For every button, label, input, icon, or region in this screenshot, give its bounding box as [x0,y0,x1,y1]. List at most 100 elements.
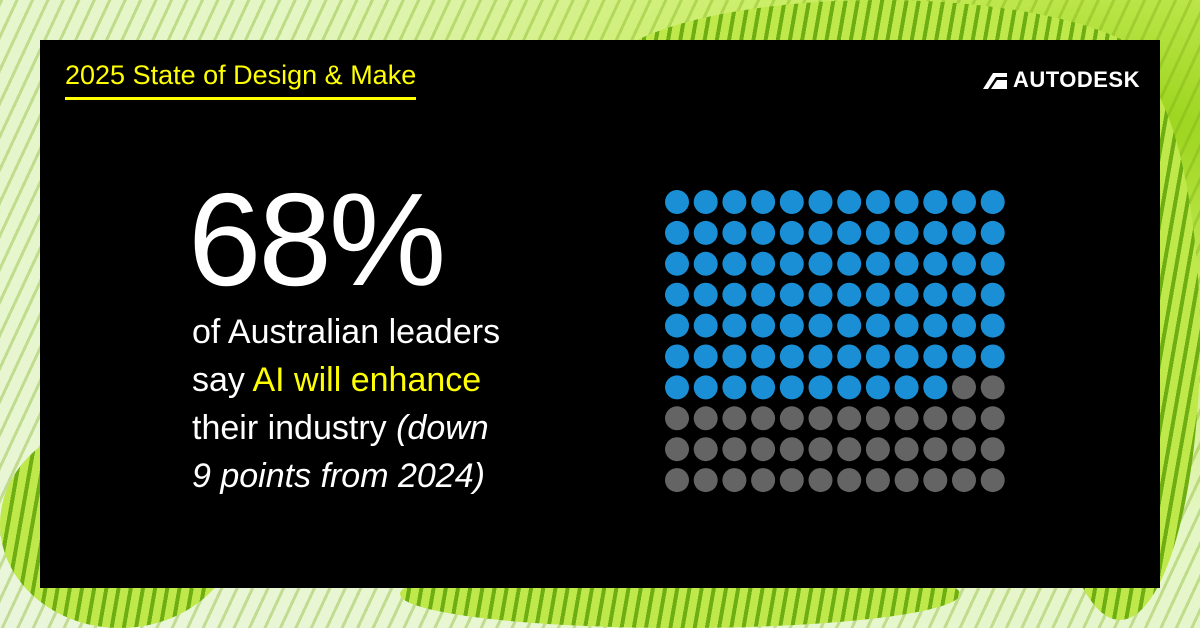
waffle-chart [665,190,1005,493]
waffle-dot-empty [722,406,747,431]
statement-line: say AI will enhance [192,356,612,404]
waffle-dot-filled [779,251,804,276]
waffle-dot-filled [722,251,747,276]
headline-percent: 68% [188,166,446,313]
waffle-dot-empty [837,468,862,493]
waffle-dot-empty [808,437,833,462]
waffle-dot-filled [779,220,804,245]
waffle-dot-empty [894,406,919,431]
waffle-dot-filled [923,282,948,307]
waffle-dot-empty [980,468,1005,493]
waffle-dot-filled [865,220,890,245]
waffle-dot-empty [665,468,689,493]
statement-note: (down [396,409,489,447]
waffle-dot-filled [980,251,1005,276]
waffle-dot-empty [952,468,976,493]
waffle-dot-filled [894,313,919,338]
brand-name: AUTODESK [1012,67,1140,92]
waffle-dot-filled [665,375,689,400]
waffle-dot-filled [865,344,890,369]
waffle-dot-filled [952,190,976,214]
waffle-dot-filled [865,190,890,214]
waffle-dot-empty [923,468,948,493]
waffle-dot-empty [751,468,776,493]
waffle-dot-filled [779,282,804,307]
waffle-dot-empty [779,468,804,493]
waffle-dot-filled [693,251,718,276]
waffle-dot-empty [779,437,804,462]
waffle-dot-empty [980,437,1005,462]
waffle-dot-filled [837,190,862,214]
waffle-dot-filled [894,282,919,307]
waffle-dot-empty [693,468,718,493]
waffle-dot-filled [665,313,689,338]
waffle-dot-filled [894,190,919,214]
waffle-dot-filled [693,375,718,400]
waffle-dot-empty [865,406,890,431]
waffle-dot-filled [808,344,833,369]
waffle-dot-filled [693,282,718,307]
waffle-dot-filled [865,282,890,307]
waffle-dot-empty [952,406,976,431]
waffle-dot-filled [894,220,919,245]
waffle-dot-filled [808,313,833,338]
waffle-dot-empty [923,406,948,431]
waffle-dot-filled [779,344,804,369]
waffle-dot-filled [751,190,776,214]
waffle-dot-empty [837,406,862,431]
waffle-dot-filled [722,282,747,307]
waffle-dot-filled [808,375,833,400]
statement-line: their industry (down [192,404,612,452]
waffle-dot-filled [722,220,747,245]
waffle-dot-filled [722,190,747,214]
waffle-dot-filled [751,282,776,307]
waffle-dot-filled [923,375,948,400]
waffle-dot-filled [980,190,1005,214]
waffle-dot-filled [751,313,776,338]
waffle-dot-empty [865,437,890,462]
waffle-dot-empty [894,468,919,493]
waffle-dot-filled [779,190,804,214]
waffle-dot-filled [837,251,862,276]
waffle-dot-filled [865,251,890,276]
waffle-dot-empty [923,437,948,462]
waffle-dot-filled [751,220,776,245]
statement-text-plain: say [192,361,253,399]
waffle-dot-filled [865,375,890,400]
waffle-dot-empty [693,406,718,431]
autodesk-logo: AUTODESK [982,67,1140,93]
waffle-dot-filled [665,190,689,214]
waffle-dot-filled [980,344,1005,369]
waffle-dot-filled [952,220,976,245]
waffle-dot-filled [837,375,862,400]
waffle-dot-empty [808,468,833,493]
infographic-panel: 2025 State of Design & Make AUTODESK 68%… [40,40,1160,588]
waffle-dot-filled [665,344,689,369]
waffle-dot-filled [952,313,976,338]
statement-highlight: AI will enhance [252,361,482,399]
waffle-dot-empty [980,375,1005,400]
waffle-dot-filled [665,282,689,307]
waffle-dot-empty [837,437,862,462]
waffle-dot-filled [722,375,747,400]
waffle-dot-filled [923,251,948,276]
statement-note: 9 points from 2024) [192,457,485,495]
waffle-dot-filled [837,220,862,245]
waffle-dot-filled [837,282,862,307]
waffle-dot-empty [665,437,689,462]
waffle-dot-filled [665,220,689,245]
waffle-dot-filled [751,344,776,369]
waffle-dot-filled [952,251,976,276]
waffle-dot-filled [722,313,747,338]
waffle-dot-empty [808,406,833,431]
waffle-dot-filled [722,344,747,369]
waffle-dot-empty [980,406,1005,431]
waffle-dot-filled [808,251,833,276]
waffle-dot-filled [923,313,948,338]
waffle-dot-filled [779,313,804,338]
waffle-dot-empty [779,406,804,431]
waffle-dot-filled [751,375,776,400]
statement-text: of Australian leaders say AI will enhanc… [192,308,612,500]
waffle-dot-empty [751,437,776,462]
waffle-dot-filled [894,344,919,369]
